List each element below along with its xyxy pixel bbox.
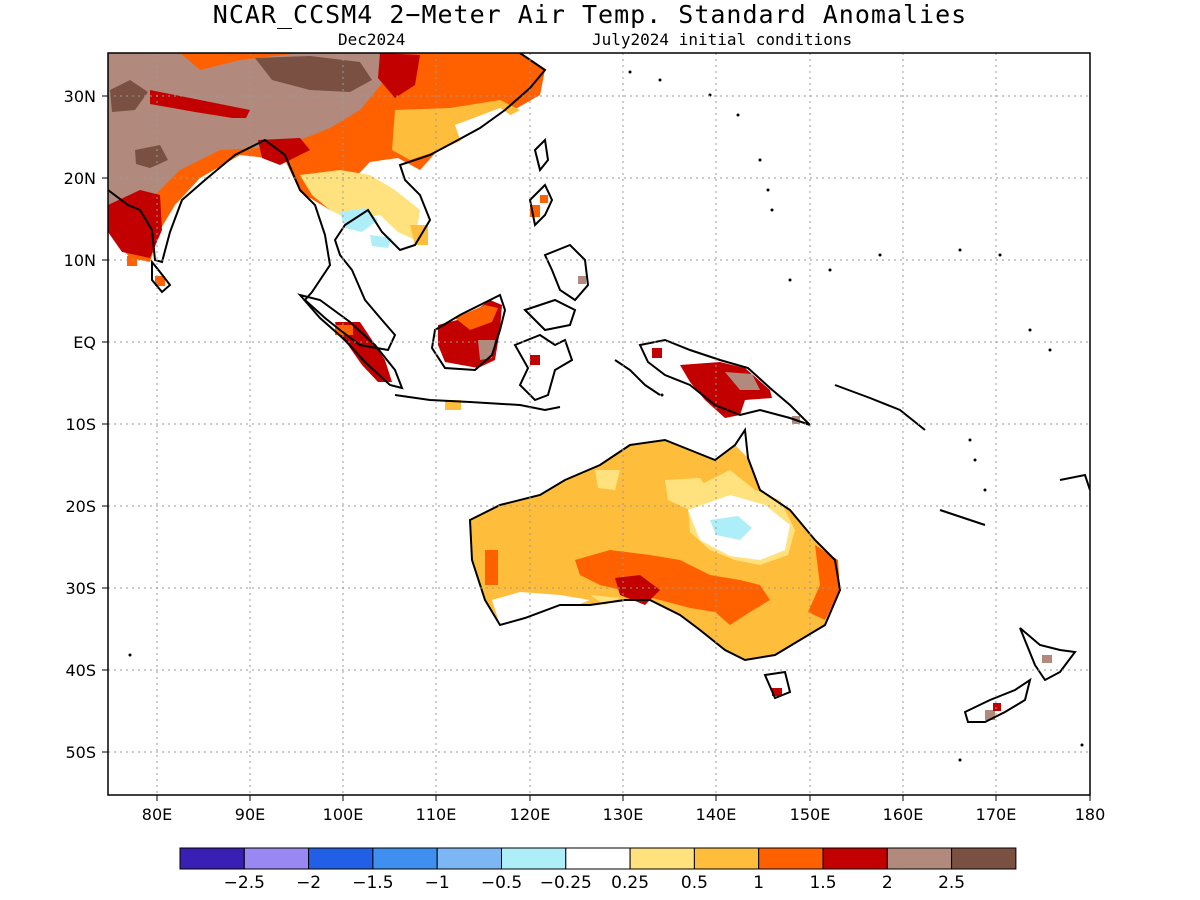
lat-label: 20S [65, 497, 96, 516]
lon-label: 120E [510, 805, 551, 824]
colorbar-swatch [951, 847, 1017, 870]
lon-label: 110E [416, 805, 457, 824]
colorbar-label: −0.5 [481, 873, 522, 893]
colorbar-swatch [822, 847, 888, 870]
tick-marks [102, 95, 1091, 801]
map-title: NCAR_CCSM4 2−Meter Air Temp. Standard An… [212, 0, 968, 29]
colorbar-label: −1.5 [352, 873, 393, 893]
colorbar-label: 2.5 [938, 873, 965, 893]
lat-label: 30S [65, 579, 96, 598]
colorbar-label: 0.5 [681, 873, 708, 893]
lat-label: 40S [65, 661, 96, 680]
colorbar-label: −2 [296, 873, 321, 893]
lat-axis: 30N 20N 10N EQ 10S 20S 30S 40S 50S [64, 87, 96, 762]
coastlines [108, 53, 1090, 723]
colorbar-swatch [565, 847, 631, 870]
lon-label: 180 [1075, 805, 1106, 824]
colorbar-label: −2.5 [224, 873, 265, 893]
lon-axis: 80E 90E 100E 110E 120E 130E 140E 150E 16… [142, 805, 1106, 824]
lon-label: 160E [883, 805, 924, 824]
small-islands [128, 70, 1084, 762]
lon-label: 170E [976, 805, 1017, 824]
colorbar-swatch [758, 847, 824, 870]
lon-label: 90E [235, 805, 265, 824]
colorbar-label: −0.25 [540, 873, 592, 893]
colorbar-swatch [693, 847, 760, 870]
colorbar-label: 2 [882, 873, 893, 893]
lon-label: 140E [696, 805, 737, 824]
forecast-month: Dec2024 [338, 30, 406, 49]
lon-label: 80E [142, 805, 172, 824]
colorbar-label: −1 [425, 873, 450, 893]
colorbar-swatch [886, 847, 953, 870]
colorbar-label: 1 [753, 873, 764, 893]
lat-label: 50S [65, 743, 96, 762]
colorbar-label: 1.5 [809, 873, 836, 893]
lat-label: EQ [73, 333, 96, 352]
gridlines [108, 53, 1090, 795]
lat-label: 10S [65, 415, 96, 434]
colorbar-swatch [243, 847, 310, 870]
colorbar-swatch [308, 847, 374, 870]
initial-conditions: July2024 initial conditions [592, 30, 853, 49]
colorbar-swatch [629, 847, 695, 870]
lon-label: 150E [790, 805, 831, 824]
lon-label: 100E [323, 805, 364, 824]
colorbar-swatch [179, 847, 245, 870]
lat-label: 20N [64, 169, 96, 188]
colorbar-swatch [372, 847, 438, 870]
colorbar-swatch [436, 847, 503, 870]
colorbar: −2.5 −2 −1.5 −1 −0.5 −0.25 0.25 0.5 1 1.5 2 2.5 [179, 847, 1017, 893]
lon-label: 130E [603, 805, 644, 824]
colorbar-swatch [501, 847, 567, 870]
lat-label: 30N [64, 87, 96, 106]
lat-label: 10N [64, 251, 96, 270]
anomaly-shading [108, 53, 1052, 720]
colorbar-label: 0.25 [611, 873, 649, 893]
